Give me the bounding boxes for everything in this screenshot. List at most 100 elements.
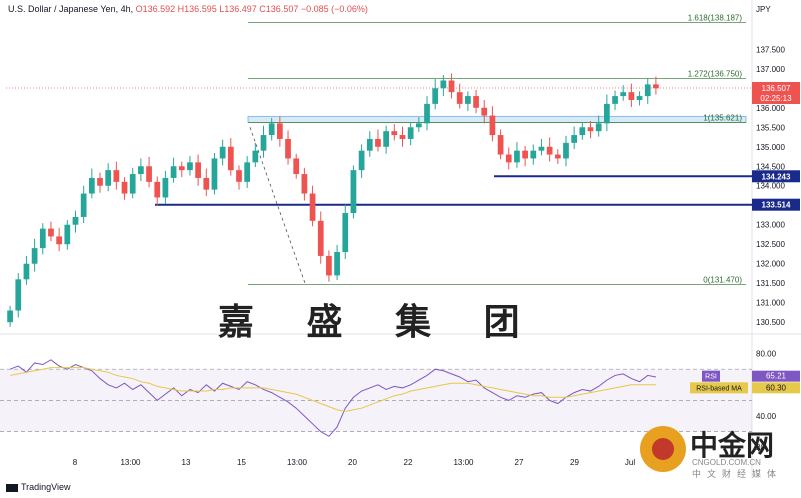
price-tick-label: 134.500 (756, 162, 785, 171)
x-tick-label: 13 (182, 458, 191, 467)
candle-body (39, 228, 46, 249)
candle-body (129, 174, 136, 194)
logo-domain: CNGOLD.COM.CN (692, 458, 761, 467)
candle-body (48, 228, 54, 237)
candle-body (252, 150, 259, 163)
x-tick-label: 29 (570, 458, 579, 467)
last-price-label: 136.507 (762, 84, 791, 93)
rsi-value-label: 65.21 (766, 372, 787, 381)
candle-body (236, 170, 242, 182)
x-tick-label: 20 (348, 458, 357, 467)
candle-body (244, 162, 251, 182)
fib-level-label: 1(135.621) (703, 114, 742, 123)
tradingview-label: TradingView (21, 482, 71, 492)
symbol-header: U.S. Dollar / Japanese Yen, 4h, O136.592… (8, 4, 368, 14)
candle-body (358, 150, 365, 171)
price-tick-label: 137.000 (756, 65, 785, 74)
candle-body (326, 255, 332, 276)
support-price-tag (752, 170, 800, 183)
candle-body (227, 146, 234, 171)
candle-body (146, 166, 152, 182)
x-tick-label: 13:00 (120, 458, 141, 467)
candle-body (285, 138, 291, 159)
candle-body (530, 150, 537, 159)
candle-body (80, 193, 87, 217)
price-tick-label: 137.500 (756, 45, 785, 54)
candle-body (604, 103, 610, 124)
rsi-ma-value-label: 60.30 (766, 383, 787, 392)
rsi-ma-line (9, 367, 656, 412)
coin-icon (640, 426, 686, 472)
candle-body (473, 96, 479, 108)
candle-body (456, 92, 463, 104)
candle-body (554, 154, 561, 159)
candle-body (309, 193, 316, 221)
candle-body (571, 135, 578, 143)
candle-body (138, 166, 144, 175)
price-tick-label: 133.000 (756, 221, 785, 230)
candle-body (64, 224, 71, 245)
candle-body (7, 310, 13, 323)
candle-body (612, 96, 618, 104)
candle-body (317, 220, 324, 256)
candle-body (636, 96, 643, 100)
x-tick-label: 8 (73, 458, 78, 467)
candle-body (383, 131, 389, 147)
price-tick-label: 134.000 (756, 182, 785, 191)
open-value: O136.592 (135, 4, 176, 14)
candle-body (538, 146, 545, 151)
fib-level-label: 1.618(138.187) (688, 14, 743, 23)
candle-body (334, 252, 340, 276)
x-tick-label: 13:00 (453, 458, 474, 467)
x-tick-label: 13:00 (287, 458, 308, 467)
candle-body (628, 92, 635, 100)
rsi-tick-label: 80.00 (756, 350, 777, 359)
tradingview-icon (6, 483, 18, 492)
rsi-ma-name-label: RSI-based MA (696, 385, 742, 392)
candle-body (481, 107, 488, 116)
low-value: L136.497 (219, 4, 257, 14)
currency-label: JPY (756, 5, 771, 14)
rsi-name-label: RSI (705, 374, 717, 381)
candle-body (620, 92, 627, 97)
support-price-tag (752, 198, 800, 211)
candle-body (178, 166, 185, 171)
candle-body (23, 263, 30, 280)
candle-body (187, 162, 193, 171)
candle-body (56, 236, 62, 245)
rsi-tick-label: 40.00 (756, 412, 777, 421)
candle-body (113, 170, 120, 182)
candle-body (88, 177, 95, 194)
candle-body (497, 135, 504, 155)
logo-tagline: 中文财经媒体 (692, 470, 783, 480)
close-value: C136.507 (259, 4, 299, 14)
price-tick-label: 131.000 (756, 299, 785, 308)
candle-body (514, 150, 520, 163)
high-value: H136.595 (177, 4, 217, 14)
candle-body (399, 135, 406, 139)
candle-body (505, 154, 512, 163)
logo-name: 中金网 (690, 429, 775, 462)
candle-body (105, 170, 112, 186)
support-price-label: 134.243 (762, 172, 791, 181)
rsi-name-tag (702, 370, 720, 382)
candle-body (391, 131, 398, 136)
candle-body (260, 135, 267, 151)
candle-body (277, 123, 283, 139)
price-tick-label: 131.500 (756, 279, 785, 288)
symbol-title: U.S. Dollar / Japanese Yen, 4h, (8, 4, 134, 14)
candle-body (203, 177, 210, 190)
price-tick-label: 132.000 (756, 260, 785, 269)
rsi-value-tag (752, 370, 800, 382)
change-value: −0.085 (−0.06%) (300, 4, 368, 14)
fib-level-label: 0(131.470) (703, 275, 742, 284)
candle-body (301, 174, 308, 194)
candle-body (595, 123, 602, 132)
candle-body (407, 127, 414, 139)
candle-body (432, 88, 439, 104)
candle-body (268, 123, 275, 136)
candle-body (644, 84, 651, 97)
candle-body (653, 84, 659, 89)
